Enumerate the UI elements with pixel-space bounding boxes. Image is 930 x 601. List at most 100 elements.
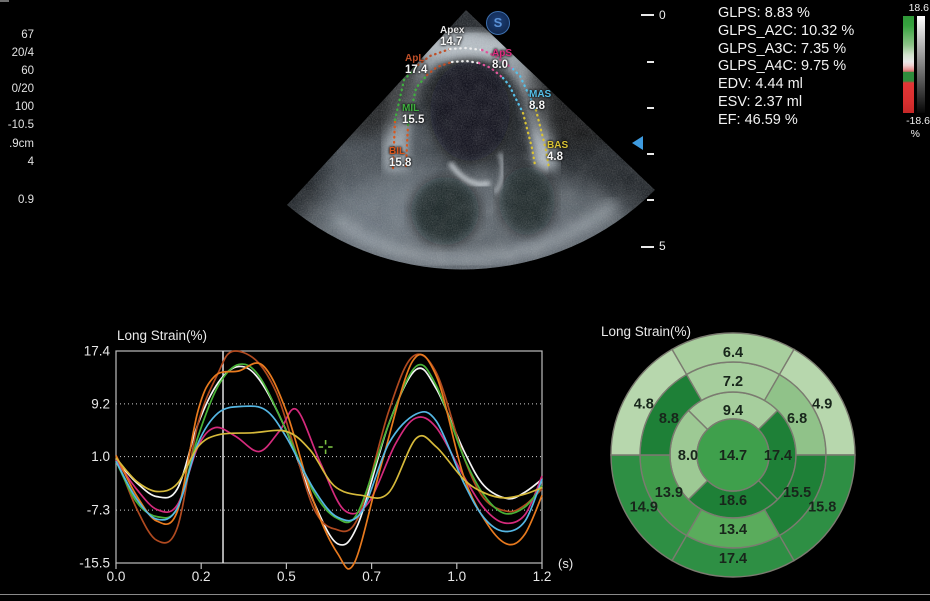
- ruler-tick: [647, 61, 654, 63]
- segment-name: MAS: [529, 89, 552, 100]
- strain-color-scale: [903, 16, 914, 113]
- segment-strain-value: 15.8: [389, 156, 412, 169]
- bullseye-segment-value: 8.0: [678, 448, 698, 464]
- measurement-line: GLPS: 8.83 %: [718, 5, 810, 21]
- bullseye-center-segment: [696, 418, 770, 492]
- bullseye-segment-value: 14.7: [719, 448, 747, 464]
- speckle-tracking-roi: [391, 46, 551, 170]
- roi-contour-segment: [501, 76, 525, 115]
- strain-curve-aps: [115, 407, 543, 525]
- strain-curve-apex: [115, 365, 543, 546]
- measurement-line: GLPS_A4C: 9.75 %: [718, 58, 847, 75]
- y-tick-label: -7.3: [87, 503, 110, 518]
- depth-ruler: 0 5: [635, 8, 680, 258]
- ultrasound-image: [287, 10, 655, 270]
- param-value: 100: [14, 101, 34, 114]
- strain-curve-bas: [115, 429, 543, 499]
- roi-contour-segment: [450, 59, 481, 65]
- segment-strain-value: 17.4: [405, 63, 428, 76]
- roi-contour-segment: [416, 47, 452, 67]
- segment-name: BAS: [547, 140, 569, 151]
- strain-curve-bil: [115, 353, 543, 570]
- x-tick-label: 1.2: [533, 569, 552, 584]
- segment-strain-value: 8.8: [529, 99, 545, 112]
- bullseye-segment-value: 18.6: [719, 493, 747, 509]
- window-corner-edge: [0, 0, 9, 2]
- y-tick-label: 9.2: [91, 396, 110, 411]
- segment-strain-value: 4.8: [547, 150, 563, 163]
- param-value: 0.9: [18, 193, 34, 206]
- bullseye-segment-value: 13.9: [655, 485, 683, 501]
- segment-label-mil: MIL 15.5: [402, 103, 424, 126]
- roi-contour-segment: [391, 118, 397, 170]
- roi-contour-segment: [448, 46, 484, 52]
- roi-contour-segment: [521, 111, 537, 167]
- x-tick-label: 1.0: [447, 569, 466, 584]
- measurement-line: ESV: 2.37 ml: [718, 93, 803, 110]
- window-bottom-edge: [0, 594, 930, 595]
- bullseye-title: Long Strain(%): [601, 324, 692, 339]
- bullseye-segment: [610, 348, 688, 456]
- segment-label-aps: ApS 8.0: [492, 48, 512, 71]
- segment-label-apl: ApL 17.4: [405, 53, 427, 76]
- measurement-line: GLPS_A2C: 10.32 %: [718, 22, 855, 39]
- roi-contour-segment: [425, 60, 454, 77]
- strain-curve-apl: [115, 350, 543, 544]
- x-tick-label: 0.0: [107, 569, 126, 584]
- vendor-logo: S: [486, 11, 510, 35]
- strain-curves-chart: 0.0 0.2 0.5 0.7 1.0 1.2 17.4 9.2 1.0 -7.3 -15.5 (s): [79, 344, 573, 585]
- param-value: .9cm: [9, 137, 34, 150]
- roi-contour-segment: [511, 67, 538, 112]
- strain-curve-mas: [115, 405, 543, 533]
- segment-name: MIL: [402, 103, 420, 114]
- bullseye-segment-value: 7.2: [723, 374, 743, 390]
- measurement-line: EDV: 4.44 ml: [718, 76, 803, 93]
- roi-contour-segment: [480, 48, 515, 71]
- x-tick-label: 0.7: [362, 569, 381, 584]
- segment-strain-value: 8.0: [492, 58, 508, 71]
- x-axis-unit-label: (s): [558, 556, 573, 571]
- param-value: 20/4: [11, 47, 34, 60]
- roi-contour-segment: [404, 123, 410, 168]
- ruler-label-top: 0: [659, 8, 666, 22]
- param-value: 4: [27, 155, 34, 168]
- bullseye-segment-value: 4.8: [634, 397, 654, 413]
- bullseye-segment-value: 14.9: [630, 500, 658, 516]
- bullseye-segment-value: 8.8: [659, 411, 679, 427]
- ruler-tick: [647, 107, 654, 109]
- segment-label-bil: BIL 15.8: [389, 146, 411, 169]
- segment-strain-value: 14.7: [440, 35, 463, 48]
- measurement-results: GLPS: 8.83 % GLPS_A2C: 10.32 % GLPS_A3C:…: [718, 5, 854, 130]
- param-value: 0/20: [11, 83, 34, 96]
- ruler-tick: [641, 14, 654, 16]
- colorbar-max-label: 18.6: [908, 2, 929, 14]
- y-tick-label: 17.4: [84, 344, 111, 359]
- x-tick-label: 0.2: [192, 569, 211, 584]
- colorbar-unit-label: %: [910, 128, 920, 140]
- bullseye-segment-value: 13.4: [719, 522, 747, 538]
- ruler-tick: [647, 199, 654, 201]
- ruler-tick: [647, 153, 654, 155]
- segment-label-apex: Apex 14.7: [440, 25, 464, 48]
- x-tick-label: 0.5: [277, 569, 296, 584]
- param-value: 67: [21, 29, 34, 41]
- segment-strain-value: 15.5: [402, 113, 425, 126]
- segment-name: ApL: [405, 53, 425, 64]
- bullseye-segment-value: 15.8: [808, 500, 836, 516]
- bullseye-segment-value: 6.4: [723, 345, 743, 361]
- colorbar-min-label: -18.6: [906, 115, 930, 127]
- bullseye-segment-value: 15.5: [783, 485, 811, 501]
- bullseye-segment-value: 9.4: [723, 403, 743, 419]
- y-tick-label: 1.0: [91, 449, 110, 464]
- imaging-params: 67 20/4 60 0/20 100 -10.5 .9cm 4 0.9: [0, 26, 34, 209]
- strain-chart-title: Long Strain(%): [117, 328, 208, 343]
- focus-position-arrow-icon[interactable]: [632, 136, 643, 150]
- segment-label-bas: BAS 4.8: [547, 140, 568, 163]
- grayscale-scale: [917, 16, 925, 113]
- bullseye-segment-value: 17.4: [719, 551, 747, 567]
- bullseye-segment-value: 4.9: [812, 397, 832, 413]
- bullseye-segment-value: 17.4: [764, 448, 792, 464]
- bullseye-segment-value: 6.8: [787, 411, 807, 427]
- roi-contour-segment: [477, 61, 505, 80]
